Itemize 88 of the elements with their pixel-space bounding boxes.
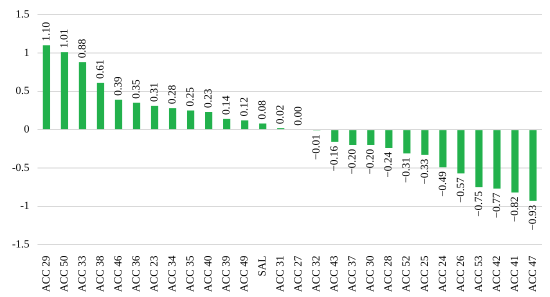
data-label: 0.88 [76, 38, 88, 58]
x-tick-label: ACC 39 [220, 255, 233, 292]
x-tick-label: ACC 37 [346, 255, 359, 292]
x-tick-label: ACC 47 [526, 255, 539, 292]
data-label: 1.10 [40, 22, 52, 42]
data-label: −0.93 [526, 204, 539, 230]
y-tick-label: 0 [24, 124, 30, 136]
x-tick-label: ACC 30 [364, 255, 377, 292]
data-label: 1.01 [58, 28, 70, 48]
x-tick-label: ACC 52 [400, 256, 413, 292]
bar [60, 52, 68, 130]
bar [42, 45, 50, 130]
data-label: −0.24 [382, 152, 395, 178]
x-tick-label: ACC 25 [418, 255, 431, 292]
x-tick-label: ACC 34 [166, 255, 178, 292]
data-label: −0.16 [328, 145, 341, 172]
data-label: 0.02 [274, 104, 287, 124]
bar [457, 130, 465, 174]
y-tick-label: 1 [24, 46, 30, 59]
data-label: 0.12 [238, 97, 251, 116]
x-tick-label: SAL [256, 255, 269, 276]
bar [114, 100, 122, 130]
x-tick-label: ACC 49 [238, 255, 251, 292]
data-label: 0.08 [256, 100, 269, 120]
bar [403, 130, 410, 154]
bar [493, 130, 501, 189]
bar [511, 130, 519, 192]
x-tick-label: ACC 41 [508, 256, 521, 292]
bar [96, 82, 104, 130]
x-tick-label: ACC 50 [58, 255, 70, 292]
data-label: −0.20 [364, 148, 377, 174]
y-tick-label: -1 [20, 200, 30, 212]
x-tick-label: ACC 38 [94, 255, 106, 292]
data-label: −0.31 [400, 157, 413, 183]
x-tick-label: ACC 32 [310, 256, 323, 292]
data-label: −0.77 [490, 192, 503, 218]
y-tick-label: -1.5 [12, 238, 30, 251]
data-label: −0.33 [418, 158, 431, 184]
bar [150, 106, 158, 130]
bar [223, 118, 230, 130]
bar [367, 130, 374, 145]
bar [186, 110, 194, 130]
bar [241, 120, 248, 130]
y-tick-label: 0.5 [16, 85, 30, 98]
bar [259, 123, 266, 130]
data-label: 0.00 [292, 106, 305, 126]
x-tick-label: ACC 35 [184, 255, 196, 292]
data-label: 0.39 [112, 76, 124, 96]
bar [331, 130, 338, 142]
bar [132, 102, 140, 130]
data-label: 0.61 [94, 60, 106, 79]
bar [168, 108, 176, 130]
x-tick-label: ACC 26 [454, 255, 467, 292]
data-label: −0.01 [310, 134, 323, 160]
data-label: −0.20 [346, 148, 359, 174]
x-tick-label: ACC 29 [40, 255, 52, 292]
data-label: −0.75 [472, 190, 485, 217]
bar [529, 130, 537, 201]
data-label: 0.25 [184, 86, 196, 106]
bar [385, 130, 392, 148]
x-tick-label: ACC 31 [274, 256, 287, 292]
data-label: 0.14 [220, 95, 233, 115]
data-label: 0.28 [166, 84, 178, 104]
bar [475, 130, 483, 188]
x-tick-label: ACC 28 [382, 255, 395, 292]
data-label: −0.49 [436, 170, 449, 197]
data-label: 0.23 [202, 88, 215, 108]
x-tick-label: ACC 23 [148, 255, 160, 292]
data-label: −0.82 [508, 196, 521, 222]
bar [349, 130, 356, 145]
data-label: 0.31 [148, 82, 160, 102]
x-tick-label: ACC 24 [436, 255, 449, 292]
x-tick-label: ACC 43 [328, 255, 341, 292]
y-tick-label: -0.5 [12, 162, 30, 174]
data-label: −0.57 [454, 176, 467, 203]
x-tick-label: ACC 36 [130, 255, 142, 292]
bar [439, 130, 446, 168]
x-tick-label: ACC 53 [472, 255, 485, 292]
x-tick-label: ACC 46 [112, 255, 124, 292]
bar [205, 112, 212, 130]
x-tick-label: ACC 27 [292, 255, 305, 292]
x-tick-label: ACC 42 [490, 256, 503, 292]
data-label: 0.35 [130, 79, 142, 99]
x-tick-label: ACC 33 [76, 255, 88, 292]
x-tick-label: ACC 40 [202, 255, 215, 292]
bar [78, 62, 86, 130]
y-tick-label: 1.5 [16, 8, 30, 20]
bar [421, 130, 428, 155]
